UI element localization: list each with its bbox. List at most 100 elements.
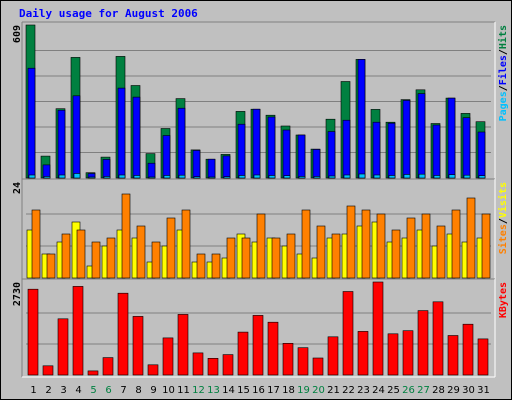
x-tick-label: 19 (297, 385, 310, 396)
bar-pages-day-24 (373, 174, 381, 179)
bar-pages-day-10 (163, 175, 171, 179)
x-tick-label: 20 (312, 385, 325, 396)
bar-pages-day-20 (313, 176, 321, 179)
x-tick-label: 23 (357, 385, 370, 396)
bar-kbytes-day-20 (312, 357, 324, 376)
bar-kbytes-day-12 (192, 352, 204, 376)
bar-sites-day-23 (361, 209, 371, 279)
bar-pages-day-13 (208, 176, 216, 179)
bar-pages-day-29 (448, 174, 456, 179)
series-pages (28, 173, 486, 179)
bar-kbytes-day-2 (42, 365, 54, 376)
bar-sites-day-7 (121, 193, 131, 279)
x-tick-label: 10 (162, 385, 175, 396)
bar-sites-day-18 (286, 233, 296, 279)
bar-sites-day-14 (226, 237, 236, 279)
bar-kbytes-day-30 (462, 323, 474, 376)
bar-files-day-8 (132, 96, 141, 179)
bar-pages-day-8 (133, 175, 141, 179)
bar-pages-day-2 (43, 176, 51, 179)
bar-pages-day-1 (28, 174, 36, 179)
bar-sites-day-31 (481, 213, 491, 279)
series-kbytes (27, 281, 489, 376)
panel-visits-sites: 24 Sites/Visits (12, 178, 509, 281)
panel-kbytes: 2730 KBytes (12, 278, 509, 378)
bar-pages-day-18 (283, 175, 291, 179)
bar-files-day-29 (447, 97, 456, 179)
bar-sites-day-8 (136, 225, 146, 279)
bar-pages-day-25 (388, 175, 396, 179)
x-tick-label: 26 (402, 385, 415, 396)
bar-kbytes-day-26 (402, 330, 414, 376)
series-files (27, 59, 486, 179)
bar-sites-day-6 (106, 237, 116, 279)
bar-kbytes-day-8 (132, 316, 144, 376)
bar-files-day-18 (282, 129, 291, 179)
bar-files-day-27 (417, 93, 426, 179)
x-axis-tick-labels: 1 2 3 4 5 6 7 8 9 10 11 12 13 14 15 16 17 18 19 20 21 22 23 24 2… (30, 385, 490, 396)
legend: KBytes (498, 282, 509, 318)
bar-kbytes-day-9 (147, 364, 159, 376)
bar-kbytes-day-16 (252, 315, 264, 376)
bar-kbytes-day-23 (357, 331, 369, 376)
x-tick-label: 6 (105, 385, 111, 396)
bar-kbytes-day-18 (282, 342, 294, 376)
x-tick-label: 27 (417, 385, 430, 396)
bar-kbytes-day-10 (162, 337, 174, 376)
bar-pages-day-7 (118, 174, 126, 179)
bar-sites-day-17 (271, 237, 281, 279)
bar-sites-day-12 (196, 253, 206, 279)
x-tick-label: 21 (327, 385, 340, 396)
bar-sites-day-15 (241, 237, 251, 279)
bar-kbytes-day-7 (117, 292, 129, 376)
bar-pages-day-28 (433, 175, 441, 179)
bar-sites-day-9 (151, 241, 161, 279)
legend-entry: Sites (497, 224, 509, 254)
y-max-label: 2730 (12, 282, 23, 306)
bar-kbytes-day-4 (72, 286, 84, 376)
x-tick-label: 1 (30, 385, 36, 396)
x-tick-label: 3 (60, 385, 66, 396)
bar-files-day-25 (387, 122, 396, 179)
bar-pages-day-11 (178, 174, 186, 179)
x-tick-label: 15 (237, 385, 250, 396)
x-tick-label: 4 (75, 385, 81, 396)
legend-entry: Files (497, 55, 509, 85)
legend-entry: Visits (497, 182, 509, 218)
bar-files-day-19 (297, 134, 306, 179)
bar-sites-day-28 (436, 225, 446, 279)
bar-pages-day-15 (238, 175, 246, 179)
bar-files-day-14 (222, 155, 231, 179)
bar-pages-day-31 (478, 175, 486, 179)
legend-entry: / (498, 85, 509, 91)
bar-pages-day-12 (193, 176, 201, 179)
x-tick-label: 8 (135, 385, 141, 396)
x-tick-label: 7 (120, 385, 126, 396)
bar-kbytes-day-25 (387, 333, 399, 376)
legend-entry: Pages (498, 91, 509, 121)
bar-pages-day-9 (148, 176, 156, 179)
bar-files-day-9 (147, 162, 156, 179)
bar-sites-day-21 (331, 233, 341, 279)
bar-kbytes-day-31 (477, 338, 489, 376)
x-tick-label: 9 (150, 385, 156, 396)
bar-files-day-11 (177, 107, 186, 179)
bar-kbytes-day-28 (432, 301, 444, 376)
x-tick-label: 17 (267, 385, 280, 396)
bar-sites-day-26 (406, 217, 416, 279)
bar-files-day-20 (312, 149, 321, 179)
bar-kbytes-day-17 (267, 321, 279, 376)
bar-sites-day-20 (316, 225, 326, 279)
x-tick-label: 30 (462, 385, 475, 396)
bar-kbytes-day-6 (102, 357, 114, 376)
bar-files-day-26 (402, 100, 411, 179)
bar-files-day-1 (27, 67, 36, 179)
bar-sites-day-24 (376, 213, 386, 279)
x-tick-label: 18 (282, 385, 295, 396)
bar-files-day-23 (357, 59, 366, 179)
bar-files-day-6 (102, 159, 111, 179)
bar-sites-day-25 (391, 229, 401, 279)
bar-pages-day-16 (253, 174, 261, 179)
bar-pages-day-27 (418, 173, 426, 179)
